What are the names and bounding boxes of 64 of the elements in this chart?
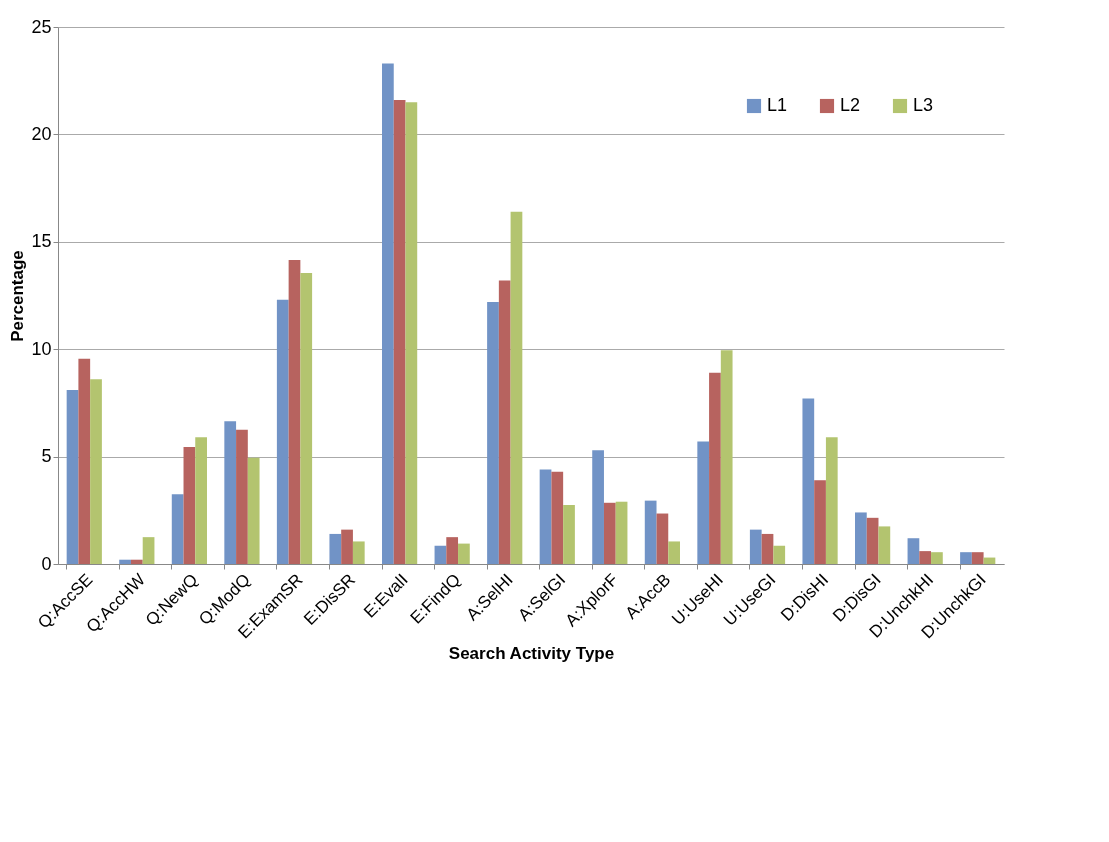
bar — [224, 421, 237, 564]
bar — [66, 390, 79, 564]
bar — [644, 500, 657, 564]
y-tick-label: 10 — [31, 338, 52, 359]
bar — [773, 545, 786, 564]
bar — [668, 541, 680, 564]
bar — [195, 437, 207, 564]
x-axis-title: Search Activity Type — [448, 643, 615, 663]
bar — [382, 63, 394, 564]
bar — [236, 429, 248, 564]
bar — [931, 552, 943, 564]
bar — [434, 545, 447, 564]
bar — [90, 379, 102, 564]
y-tick-label: 0 — [41, 553, 52, 574]
legend-label: L1 — [767, 95, 788, 115]
bar — [78, 358, 91, 564]
y-axis-title: Percentage — [8, 250, 28, 342]
bar — [592, 450, 604, 564]
bar — [487, 301, 499, 564]
bar — [656, 513, 669, 564]
bar — [510, 211, 523, 564]
bar — [119, 559, 131, 564]
bar — [329, 533, 342, 564]
bar — [458, 543, 470, 564]
bar — [393, 100, 406, 564]
bar — [288, 260, 301, 564]
bar — [446, 537, 459, 564]
bar — [247, 457, 260, 564]
bar — [761, 533, 774, 564]
bar — [814, 480, 826, 564]
bar — [142, 537, 155, 564]
bar — [971, 552, 984, 564]
legend-label: L3 — [913, 95, 934, 115]
y-tick-label: 25 — [31, 16, 52, 37]
bar — [615, 501, 628, 564]
bar — [498, 280, 511, 564]
bar — [300, 272, 313, 564]
bar — [960, 552, 972, 564]
bar — [341, 529, 353, 564]
bar — [802, 398, 815, 564]
bar — [907, 538, 920, 564]
bar — [551, 471, 564, 564]
bar — [352, 541, 365, 564]
bar — [709, 372, 721, 564]
y-tick-label: 5 — [41, 446, 52, 467]
bar — [749, 529, 762, 564]
y-tick-label: 20 — [31, 123, 52, 144]
bar — [171, 494, 184, 564]
legend-label: L2 — [840, 95, 861, 115]
bar — [603, 502, 616, 564]
bar — [919, 551, 932, 564]
bar — [878, 526, 891, 564]
bar — [539, 469, 552, 564]
bar — [866, 517, 879, 564]
y-tick-label: 15 — [31, 231, 52, 252]
bar — [130, 559, 143, 564]
bar — [825, 437, 838, 564]
bar — [697, 441, 710, 564]
bar — [563, 504, 575, 564]
bar — [405, 102, 418, 564]
bar — [183, 446, 196, 564]
bar — [720, 350, 733, 564]
bar — [855, 512, 867, 564]
bar — [276, 299, 289, 564]
